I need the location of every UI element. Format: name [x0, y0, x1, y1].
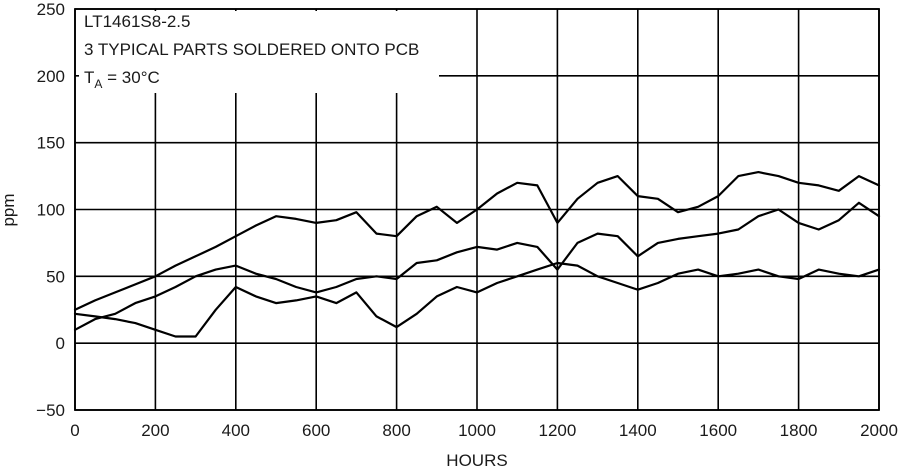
annotation-temp-subscript: A	[94, 77, 102, 91]
annotation-temp-value: = 30°C	[102, 68, 159, 87]
y-tick-label: 250	[37, 0, 65, 19]
x-tick-label: 1200	[538, 421, 576, 440]
annotation-part-number: LT1461S8-2.5	[84, 12, 190, 31]
x-tick-label: 400	[222, 421, 250, 440]
y-tick-label: 100	[37, 201, 65, 220]
y-tick-label: 200	[37, 67, 65, 86]
x-tick-label: 2000	[860, 421, 898, 440]
y-tick-label: 150	[37, 134, 65, 153]
y-tick-label: 0	[56, 334, 65, 353]
y-tick-labels: −50 0 50 100 150 200 250	[36, 0, 65, 420]
x-tick-label: 1600	[699, 421, 737, 440]
y-tick-label: 50	[46, 267, 65, 286]
annotation-temp-symbol: T	[84, 68, 94, 87]
annotation-temperature: TA = 30°C	[84, 68, 160, 91]
plot-frame	[74, 8, 880, 411]
x-tick-label: 200	[141, 421, 169, 440]
x-tick-label: 600	[302, 421, 330, 440]
x-tick-label: 1000	[458, 421, 496, 440]
series-line-3	[73, 261, 881, 338]
y-tick-label: −50	[36, 401, 65, 420]
x-axis-title: HOURS	[446, 451, 507, 469]
annotation-background	[79, 11, 439, 93]
x-tick-label: 0	[70, 421, 79, 440]
x-tick-labels: 0 200 400 600 800 1000 1200 1400 1600 1800 2000	[70, 421, 898, 440]
y-axis-title: ppm	[0, 193, 18, 226]
x-tick-label: 800	[382, 421, 410, 440]
series-line-1	[73, 171, 881, 311]
x-tick-label: 1400	[619, 421, 657, 440]
data-series	[73, 171, 881, 338]
series-line-2	[73, 201, 881, 331]
annotation-description: 3 TYPICAL PARTS SOLDERED ONTO PCB	[84, 40, 419, 59]
x-tick-label: 1800	[780, 421, 818, 440]
